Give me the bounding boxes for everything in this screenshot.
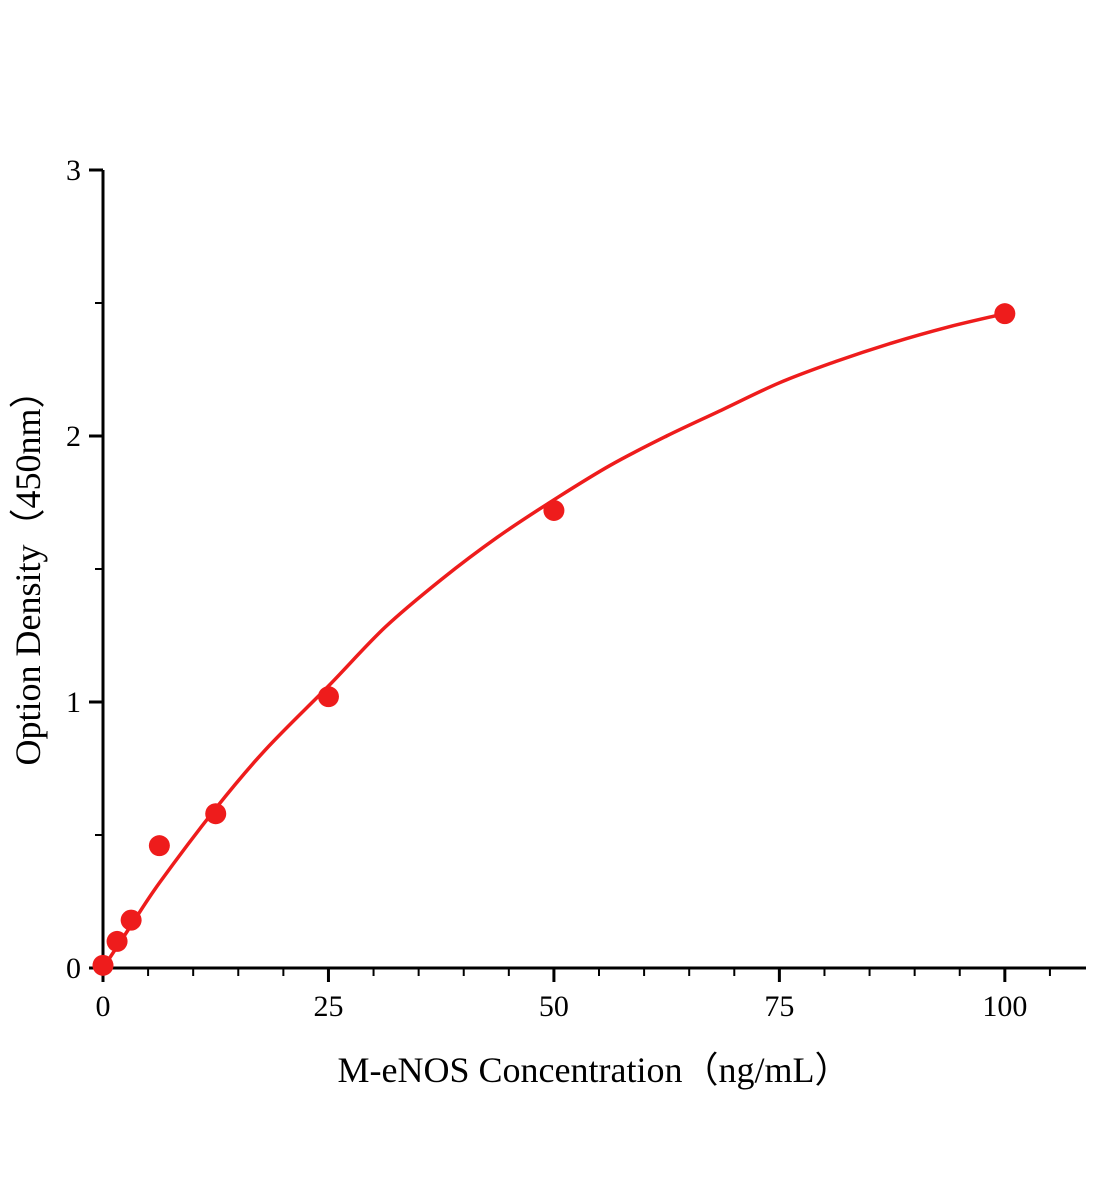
data-point [317,686,339,708]
y-axis-title: Option Density（450nm） [8,373,48,766]
data-point [92,954,114,976]
x-tick-label: 100 [982,990,1027,1023]
y-tick-label: 3 [66,154,81,187]
data-point [994,303,1016,325]
x-tick-label: 50 [539,990,569,1023]
data-point [106,930,128,952]
fit-curve-line [101,311,1007,970]
points-group [92,303,1016,976]
x-tick-label: 0 [96,990,111,1023]
data-point [120,909,142,931]
x-tick-label: 75 [764,990,794,1023]
y-tick-label: 0 [66,952,81,985]
axis-lines [101,170,1086,970]
y-tick-label: 2 [66,420,81,453]
curve-group [101,311,1007,970]
data-point [543,499,565,521]
data-point [205,803,227,825]
x-tick-label: 25 [313,990,343,1023]
x-axis-title: M-eNOS Concentration（ng/mL） [338,1050,851,1090]
axes-group: 0 25 50 75 100 0 1 2 3 [66,154,1086,1023]
data-point [148,835,170,857]
y-tick-label: 1 [66,686,81,719]
